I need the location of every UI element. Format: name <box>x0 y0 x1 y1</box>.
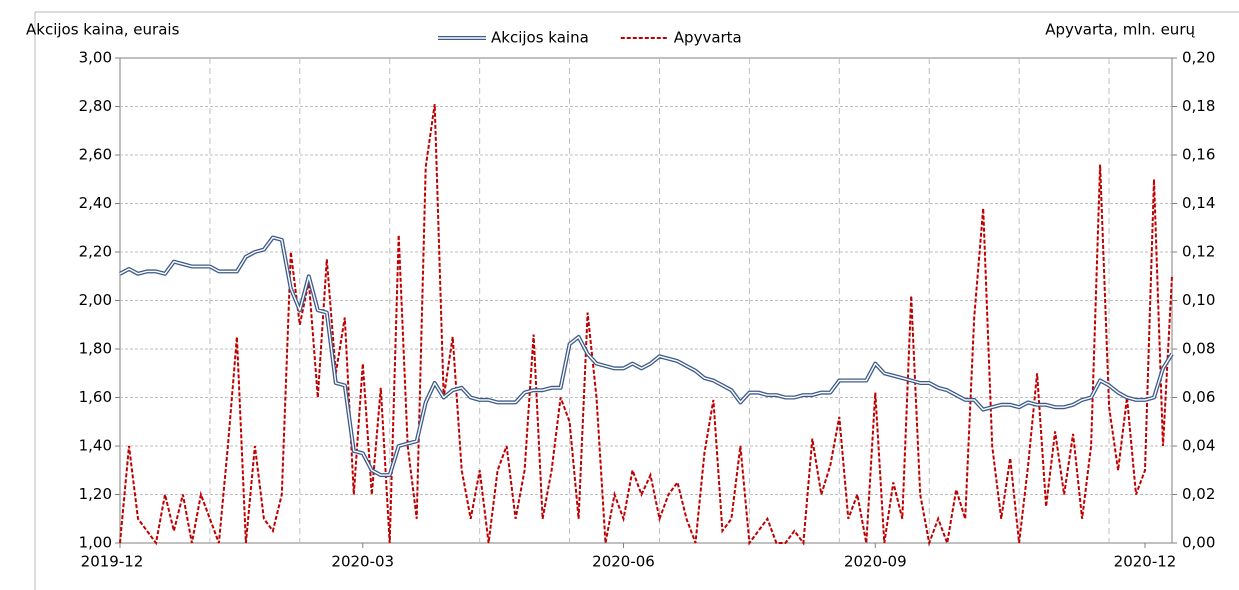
x-tick-label: 2020-09 <box>844 553 907 571</box>
y2-tick-label: 0,20 <box>1182 49 1215 67</box>
y2-tick-label: 0,04 <box>1182 437 1215 455</box>
y-tick-label: 2,20 <box>79 243 112 261</box>
series-line <box>119 103 1173 547</box>
y-tick-label: 3,00 <box>79 49 112 67</box>
x-tick-label: 2020-12 <box>1114 553 1177 571</box>
y-tick-label: 1,40 <box>79 437 112 455</box>
y2-tick-label: 0,06 <box>1182 388 1215 406</box>
legend-label: Akcijos kaina <box>491 29 589 47</box>
y2-tick-label: 0,08 <box>1182 340 1215 358</box>
y2-tick-label: 0,16 <box>1182 146 1215 164</box>
legend-label: Apyvarta <box>674 29 742 47</box>
y2-tick-label: 0,14 <box>1182 194 1215 212</box>
series-line-highlight <box>119 236 1173 476</box>
y2-tick-label: 0,00 <box>1182 534 1215 552</box>
y2-axis-title: Apyvarta, mln. eurų <box>1045 21 1195 39</box>
y-tick-label: 1,60 <box>79 388 112 406</box>
x-tick-label: 2020-06 <box>592 553 655 571</box>
y-tick-label: 1,80 <box>79 340 112 358</box>
y2-tick-label: 0,18 <box>1182 97 1215 115</box>
y-tick-label: 2,80 <box>79 97 112 115</box>
y2-tick-label: 0,10 <box>1182 291 1215 309</box>
y-axis-title: Akcijos kaina, eurais <box>26 21 180 39</box>
y2-tick-label: 0,02 <box>1182 485 1215 503</box>
x-tick-label: 2020-03 <box>331 553 394 571</box>
y-tick-label: 2,60 <box>79 146 112 164</box>
series-line <box>119 235 1174 478</box>
y2-tick-label: 0,12 <box>1182 243 1215 261</box>
x-tick-label: 2019-12 <box>81 553 144 571</box>
y-tick-label: 2,00 <box>79 291 112 309</box>
y-tick-label: 1,00 <box>79 534 112 552</box>
y-tick-label: 1,20 <box>79 485 112 503</box>
y-tick-label: 2,40 <box>79 194 112 212</box>
